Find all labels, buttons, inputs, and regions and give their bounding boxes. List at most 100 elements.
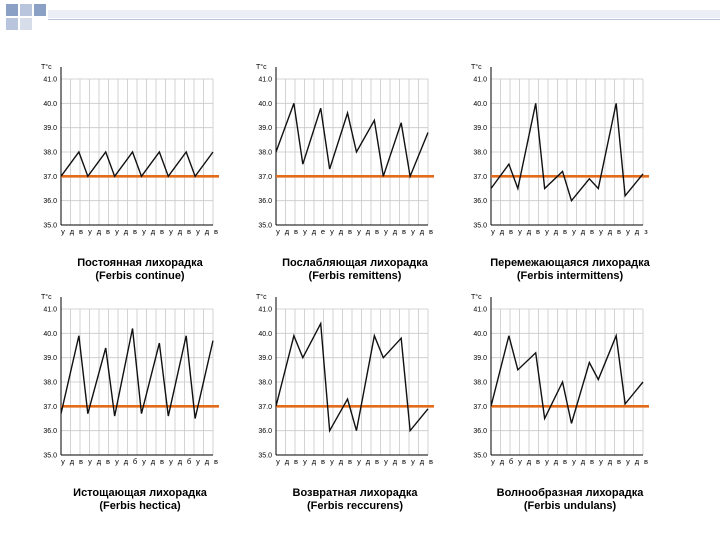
- y-tick-label: 38.0: [473, 380, 487, 387]
- x-tick-label: у: [142, 227, 146, 236]
- chart-panel: 41.0 40.0 39.0 38.0 37.0 36.0 35.0 T°c у д в у д е у д в…: [250, 55, 460, 283]
- x-tick-label: в: [617, 227, 621, 236]
- y-tick-label: 35.0: [473, 223, 487, 230]
- chart-caption: Послабляющая лихорадка (Ferbis remittens…: [250, 257, 460, 283]
- x-tick-label: д: [635, 457, 640, 466]
- x-tick-label: в: [106, 227, 110, 236]
- x-tick-label: у: [599, 457, 603, 466]
- x-tick-label: д: [366, 457, 371, 466]
- x-tick-label: в: [536, 457, 540, 466]
- decor-square: [34, 4, 46, 16]
- y-tick-label: 37.0: [43, 404, 57, 411]
- x-tick-label: в: [321, 457, 325, 466]
- y-tick-label: 35.0: [258, 223, 272, 230]
- x-tick-label: д: [581, 457, 586, 466]
- corner-decoration: [6, 4, 720, 30]
- x-tick-label: д: [70, 457, 75, 466]
- x-tick-label: у: [518, 227, 522, 236]
- x-tick-label: у: [196, 457, 200, 466]
- chart-subtitle: (Ferbis intermittens): [516, 270, 624, 282]
- y-tick-label: 40.0: [43, 331, 57, 338]
- y-tick-label: 35.0: [43, 453, 57, 460]
- x-tick-label: д: [97, 457, 102, 466]
- y-tick-label: 36.0: [473, 198, 487, 205]
- y-axis-label: T°c: [256, 63, 267, 71]
- x-tick-label: у: [518, 457, 522, 466]
- chart-caption: Волнообразная лихорадка (Ferbis undulans…: [465, 487, 675, 513]
- x-tick-label: д: [420, 457, 425, 466]
- x-tick-label: у: [411, 227, 415, 236]
- y-tick-label: 41.0: [258, 307, 272, 314]
- x-tick-label: у: [169, 457, 173, 466]
- x-tick-label: у: [169, 227, 173, 236]
- x-tick-label: д: [312, 457, 317, 466]
- x-tick-label: б: [187, 457, 191, 466]
- y-tick-label: 38.0: [473, 150, 487, 157]
- chart-caption: Истощающая лихорадка (Ferbis hectica): [35, 487, 245, 513]
- x-tick-label: з: [644, 227, 648, 236]
- x-tick-label: у: [357, 227, 361, 236]
- x-tick-label: у: [491, 227, 495, 236]
- x-tick-label: у: [196, 227, 200, 236]
- decor-square: [6, 18, 18, 30]
- x-tick-label: в: [402, 457, 406, 466]
- y-tick-label: 40.0: [258, 331, 272, 338]
- chart-title: Послабляющая лихорадка: [282, 257, 428, 269]
- x-tick-label: д: [554, 227, 559, 236]
- chart-svg: 41.040.039.038.037.036.035.0T°cу д в у д е у д в…: [256, 63, 434, 236]
- x-tick-label: б: [509, 457, 513, 466]
- x-tick-label: д: [500, 227, 505, 236]
- x-tick-label: у: [599, 227, 603, 236]
- x-tick-label: в: [187, 227, 191, 236]
- x-tick-label: у: [357, 457, 361, 466]
- x-tick-label: у: [88, 457, 92, 466]
- x-tick-label: в: [79, 227, 83, 236]
- y-tick-label: 35.0: [43, 223, 57, 230]
- temperature-line: [60, 150, 214, 178]
- x-tick-label: д: [285, 227, 290, 236]
- y-tick-label: 37.0: [43, 174, 57, 181]
- chart-subtitle: (Ferbis reccurens): [307, 500, 403, 512]
- chart-panel: 41.0 40.0 39.0 38.0 37.0 36.0 35.0 T°c у д б у д в у д в…: [465, 285, 675, 513]
- y-tick-label: 39.0: [43, 355, 57, 362]
- x-tick-label: у: [303, 227, 307, 236]
- chart-title: Истощающая лихорадка: [73, 487, 207, 499]
- y-tick-label: 36.0: [258, 428, 272, 435]
- x-tick-label: д: [97, 227, 102, 236]
- x-tick-label: в: [509, 227, 513, 236]
- y-tick-label: 37.0: [473, 404, 487, 411]
- x-tick-label: в: [133, 227, 137, 236]
- temperature-line: [275, 103, 429, 179]
- y-tick-label: 37.0: [473, 174, 487, 181]
- y-axis-label: T°c: [471, 293, 482, 301]
- x-tick-label: в: [214, 457, 218, 466]
- chart-svg: 41.040.039.038.037.036.035.0T°cу д в у д в у д в…: [256, 293, 434, 466]
- x-tick-label: в: [79, 457, 83, 466]
- x-tick-label: д: [70, 227, 75, 236]
- y-tick-label: 39.0: [258, 355, 272, 362]
- y-tick-label: 38.0: [258, 380, 272, 387]
- x-tick-label: у: [384, 227, 388, 236]
- x-tick-label: у: [88, 227, 92, 236]
- decor-square: [48, 19, 720, 20]
- y-axis-label: T°c: [256, 293, 267, 301]
- y-tick-label: 37.0: [258, 174, 272, 181]
- chart-title: Постоянная лихорадка: [77, 257, 203, 269]
- x-tick-label: в: [563, 227, 567, 236]
- x-tick-label: у: [115, 227, 119, 236]
- y-tick-label: 38.0: [258, 150, 272, 157]
- x-tick-label: д: [500, 457, 505, 466]
- x-tick-label: у: [545, 457, 549, 466]
- x-tick-label: в: [375, 227, 379, 236]
- chart-svg: 41.040.039.038.037.036.035.0T°cу д б у д в у д в…: [471, 293, 649, 466]
- temperature-line: [275, 321, 429, 433]
- y-tick-label: 35.0: [473, 453, 487, 460]
- x-tick-label: у: [626, 227, 630, 236]
- y-tick-label: 36.0: [43, 428, 57, 435]
- decor-square: [20, 18, 32, 30]
- x-tick-label: в: [106, 457, 110, 466]
- x-tick-label: д: [608, 457, 613, 466]
- x-tick-label: в: [375, 457, 379, 466]
- x-tick-label: в: [214, 227, 218, 236]
- y-tick-label: 36.0: [43, 198, 57, 205]
